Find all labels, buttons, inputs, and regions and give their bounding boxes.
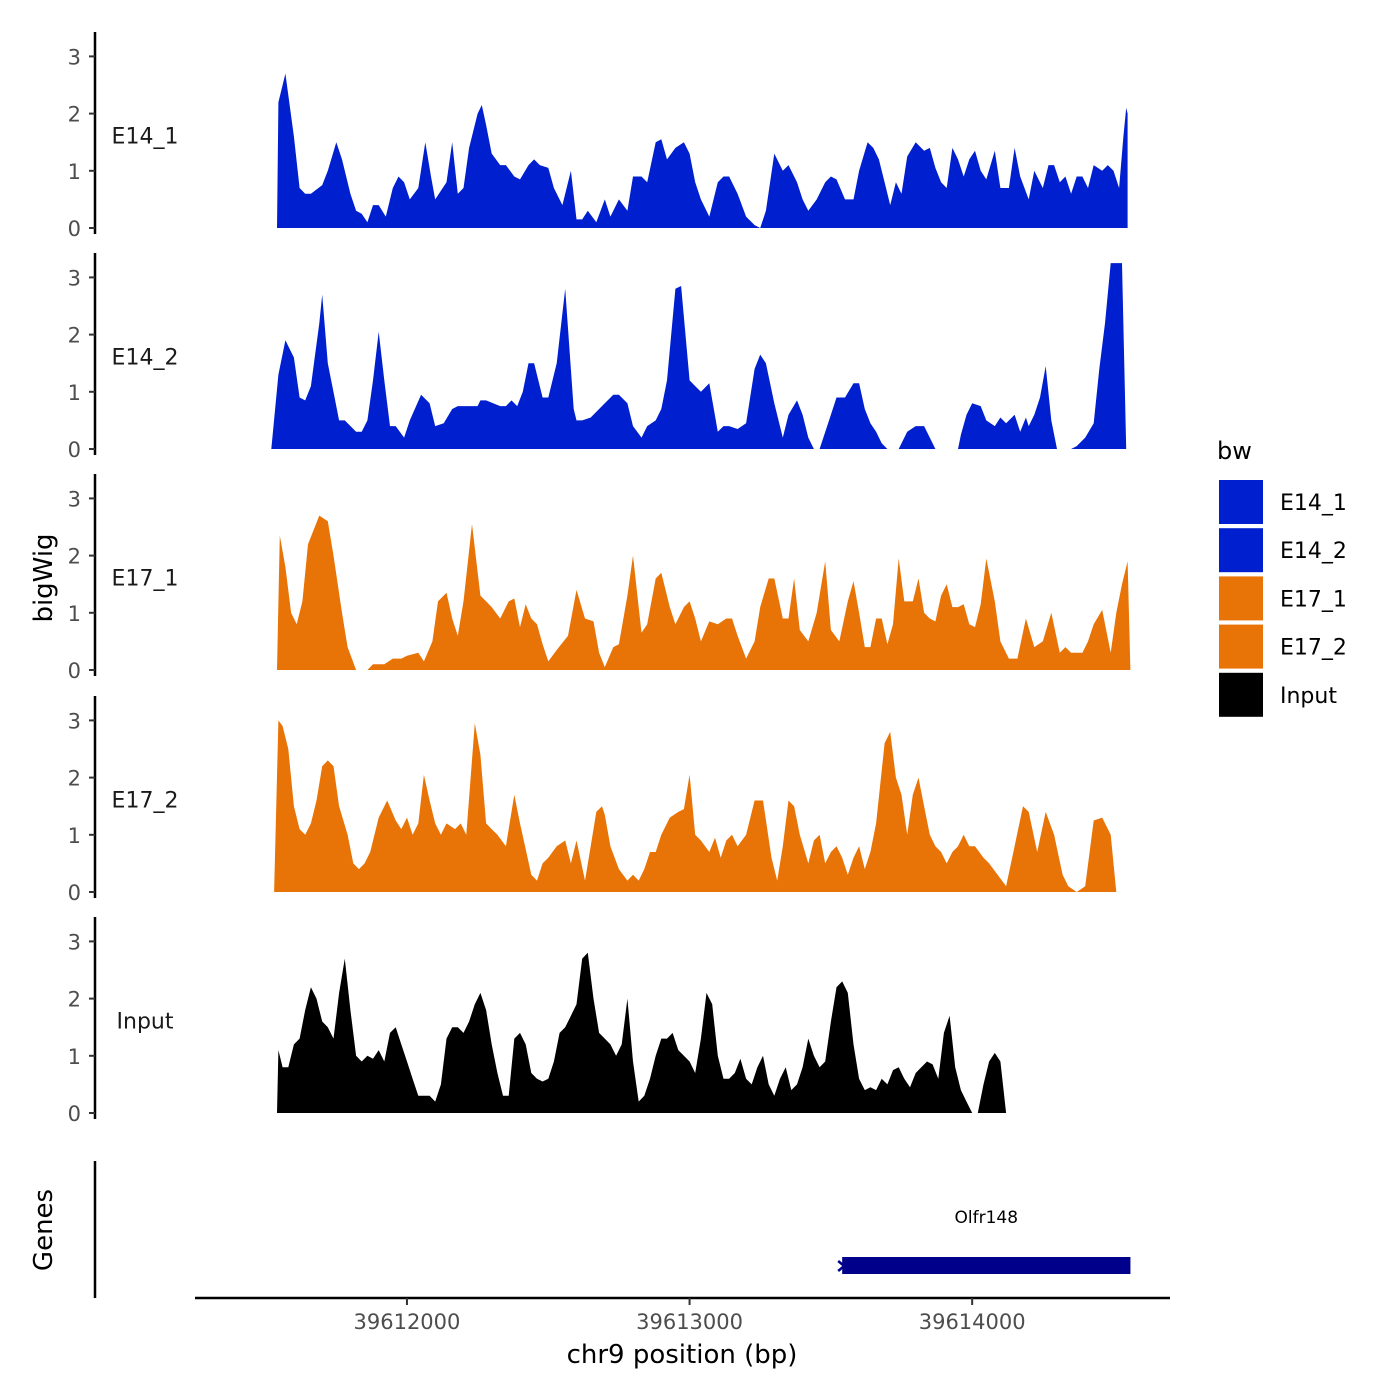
track-panel: 0 1 2 3 E14_2 xyxy=(68,253,1128,462)
legend-label: E14_2 xyxy=(1280,539,1347,564)
track-panel: 0 1 2 3 E17_2 xyxy=(68,696,1117,905)
x-tick-label: 39614000 xyxy=(919,1310,1026,1334)
y-tick-label: 3 xyxy=(68,930,81,954)
legend-label: E14_1 xyxy=(1280,491,1347,516)
genes-track: Olfr148 xyxy=(93,1161,1131,1298)
legend-swatch xyxy=(1219,672,1263,717)
y-tick-label: 1 xyxy=(68,602,81,626)
track-area-E17_2 xyxy=(274,720,1117,892)
y-tick-label: 2 xyxy=(68,103,81,127)
y-tick-label: 3 xyxy=(68,487,81,511)
legend-label: Input xyxy=(1280,684,1337,709)
y-tick-label: 2 xyxy=(68,545,81,569)
legend-swatch xyxy=(1219,528,1263,573)
track-label: Input xyxy=(117,1009,174,1034)
y-axis-title: bigWig xyxy=(29,533,59,622)
y-tick-label: 1 xyxy=(68,160,81,184)
track-panel: 0 1 2 3 Input xyxy=(68,917,1012,1126)
gene-strand-arrow xyxy=(837,1260,847,1272)
x-tick-label: 39612000 xyxy=(354,1310,461,1334)
track-label: E14_2 xyxy=(112,345,179,370)
track-label: E14_1 xyxy=(112,124,179,149)
y-tick-label: 0 xyxy=(68,659,81,683)
genes-track-title: Genes xyxy=(29,1189,59,1271)
y-tick-label: 2 xyxy=(68,767,81,791)
legend-label: E17_1 xyxy=(1280,587,1347,612)
y-tick-label: 3 xyxy=(68,266,81,290)
y-tick-label: 1 xyxy=(68,824,81,848)
track-panel: 0 1 2 3 E14_1 xyxy=(68,32,1128,241)
gene-label: Olfr148 xyxy=(955,1208,1019,1228)
legend: bw E14_1 E14_2 E17_1 E17_2 Input xyxy=(1217,437,1347,717)
tracks-group: 0 1 2 3 E14_1 0 1 2 3 E14_2 0 1 2 3 E17_1 0 1 2 3 E17_2 0 1 2 3… xyxy=(68,32,1131,1126)
y-tick-label: 3 xyxy=(68,709,81,733)
y-tick-label: 0 xyxy=(68,1102,81,1126)
track-label: E17_2 xyxy=(112,788,179,813)
y-tick-label: 0 xyxy=(68,881,81,905)
legend-title: bw xyxy=(1217,437,1252,465)
gene-body xyxy=(842,1257,1131,1274)
y-tick-label: 1 xyxy=(68,381,81,405)
y-tick-label: 2 xyxy=(68,324,81,348)
track-panel: 0 1 2 3 E17_1 xyxy=(68,474,1131,683)
legend-swatch xyxy=(1219,624,1263,669)
track-area-E14_2 xyxy=(271,263,1128,449)
legend-swatch xyxy=(1219,480,1263,524)
legend-swatch xyxy=(1219,576,1263,621)
track-area-E17_1 xyxy=(277,515,1131,670)
y-tick-label: 1 xyxy=(68,1045,81,1069)
y-tick-label: 0 xyxy=(68,438,81,462)
track-area-E14_1 xyxy=(277,73,1128,228)
legend-label: E17_2 xyxy=(1280,636,1347,661)
track-label: E17_1 xyxy=(112,566,179,591)
y-tick-label: 0 xyxy=(68,217,81,241)
x-axis: 39612000 39613000 39614000 xyxy=(195,1296,1170,1334)
y-tick-label: 2 xyxy=(68,988,81,1012)
x-axis-title: chr9 position (bp) xyxy=(567,1340,798,1370)
y-tick-label: 3 xyxy=(68,45,81,69)
x-tick-label: 39613000 xyxy=(636,1310,743,1334)
track-area-Input xyxy=(277,952,1012,1113)
